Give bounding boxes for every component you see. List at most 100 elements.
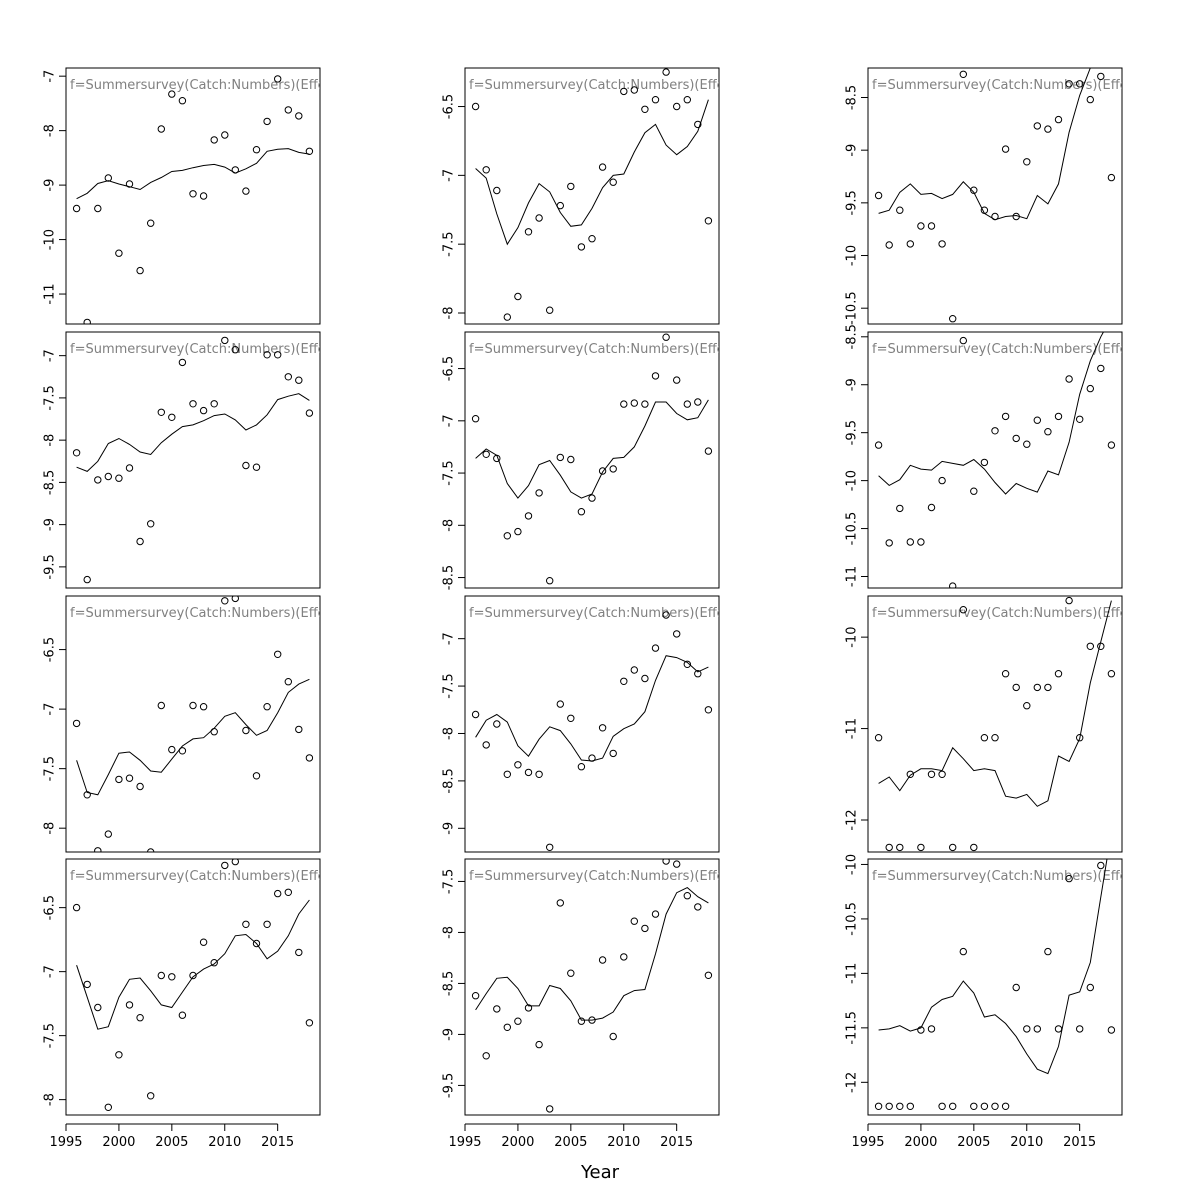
data-point: [147, 219, 155, 227]
data-point: [556, 453, 564, 462]
data-point: [305, 409, 314, 417]
data-point: [662, 333, 670, 341]
data-point: [94, 847, 102, 852]
data-point: [874, 734, 883, 742]
panel-4: f=Summersurvey(Catch:Numbers)(Effort) -9.…: [43, 331, 321, 589]
y-tick-label: -11: [43, 283, 58, 304]
data-point: [694, 670, 702, 678]
data-point: [556, 201, 564, 210]
data-point: [210, 728, 218, 736]
data-point: [980, 734, 989, 742]
panel-title: f=Summersurvey(Catch:Numbers)(Effort): [70, 606, 341, 621]
data-point: [588, 235, 596, 243]
data-point: [1033, 416, 1042, 424]
data-point: [83, 318, 91, 324]
data-point: [210, 959, 218, 967]
panel-10: f=Summersurvey(Catch:Numbers)(Effort) -8 -…: [43, 858, 321, 1150]
data-point: [1097, 364, 1105, 373]
data-point: [620, 953, 628, 961]
data-point: [577, 243, 586, 251]
data-point: [125, 464, 134, 472]
data-point: [178, 1011, 187, 1019]
data-point: [482, 450, 490, 458]
plot-frame: [464, 67, 720, 325]
x-tick-label: 2005: [155, 1135, 188, 1150]
data-point: [1023, 158, 1031, 166]
data-point: [168, 973, 176, 981]
data-point: [577, 763, 586, 771]
data-point: [231, 859, 239, 866]
plot-area: f=Summersurvey(Catch:Numbers)(Effort): [469, 859, 719, 1113]
data-point: [620, 677, 628, 685]
data-point: [641, 105, 649, 114]
data-point: [1012, 683, 1020, 692]
data-point: [1023, 440, 1031, 448]
panel-7: f=Summersurvey(Catch:Numbers)(Effort) -8 -…: [43, 595, 341, 853]
data-point: [83, 575, 91, 584]
data-point: [704, 447, 713, 455]
data-point: [136, 266, 144, 275]
data-point: [683, 892, 691, 900]
y-tick-label: -9: [845, 378, 860, 391]
data-point: [104, 472, 113, 481]
panel-9: f=Summersurvey(Catch:Numbers)(Effort) -12…: [845, 595, 1123, 853]
y-tick-label: -8: [43, 124, 58, 137]
data-point: [694, 398, 702, 406]
data-point: [199, 703, 208, 711]
data-point: [896, 206, 904, 214]
y-tick-label: -7: [43, 965, 58, 978]
data-point: [1086, 642, 1095, 650]
data-point: [263, 117, 271, 126]
plot-frame: [65, 331, 321, 589]
data-point: [609, 465, 617, 473]
data-point: [917, 538, 925, 546]
y-tick-label: -7: [43, 349, 58, 362]
fit-line: [475, 399, 709, 499]
data-point: [1001, 670, 1010, 678]
data-point: [1097, 72, 1105, 81]
fit-line: [76, 148, 310, 200]
data-point: [630, 399, 638, 407]
x-tick-label: 2015: [660, 1135, 693, 1150]
data-point: [189, 971, 197, 980]
data-point: [1107, 173, 1116, 182]
data-point: [252, 463, 261, 471]
data-point: [896, 1102, 904, 1111]
data-point: [1054, 412, 1063, 421]
y-tick-label: -8: [442, 519, 457, 532]
y-tick-label: -7: [442, 414, 457, 427]
data-point: [493, 186, 501, 195]
data-point: [104, 174, 113, 182]
data-point: [662, 68, 670, 76]
data-point: [221, 131, 229, 139]
data-point: [136, 782, 144, 791]
data-point: [980, 458, 989, 467]
data-point: [503, 532, 511, 540]
data-point: [72, 719, 81, 728]
data-point: [471, 992, 480, 1000]
data-point: [72, 449, 81, 457]
y-tick-label: -9: [43, 518, 58, 531]
data-point: [1097, 642, 1105, 650]
fit-line: [878, 600, 1112, 807]
y-tick-label: -8.5: [442, 768, 457, 793]
y-tick-label: -7: [442, 169, 457, 182]
data-point: [83, 980, 91, 989]
y-tick-label: -8.5: [845, 85, 860, 110]
data-point: [178, 97, 187, 105]
data-point: [673, 630, 681, 638]
plot-frame: [65, 858, 321, 1116]
data-point: [906, 240, 914, 248]
data-point: [662, 859, 670, 865]
data-point: [242, 461, 250, 470]
data-point: [588, 754, 596, 762]
data-point: [949, 315, 957, 323]
data-point: [263, 703, 271, 711]
data-point: [199, 192, 208, 200]
data-point: [651, 644, 660, 652]
data-point: [125, 180, 134, 188]
data-point: [1076, 415, 1084, 423]
panel-title: f=Summersurvey(Catch:Numbers)(Effort): [469, 78, 740, 93]
data-point: [157, 125, 166, 133]
data-point: [991, 212, 999, 221]
